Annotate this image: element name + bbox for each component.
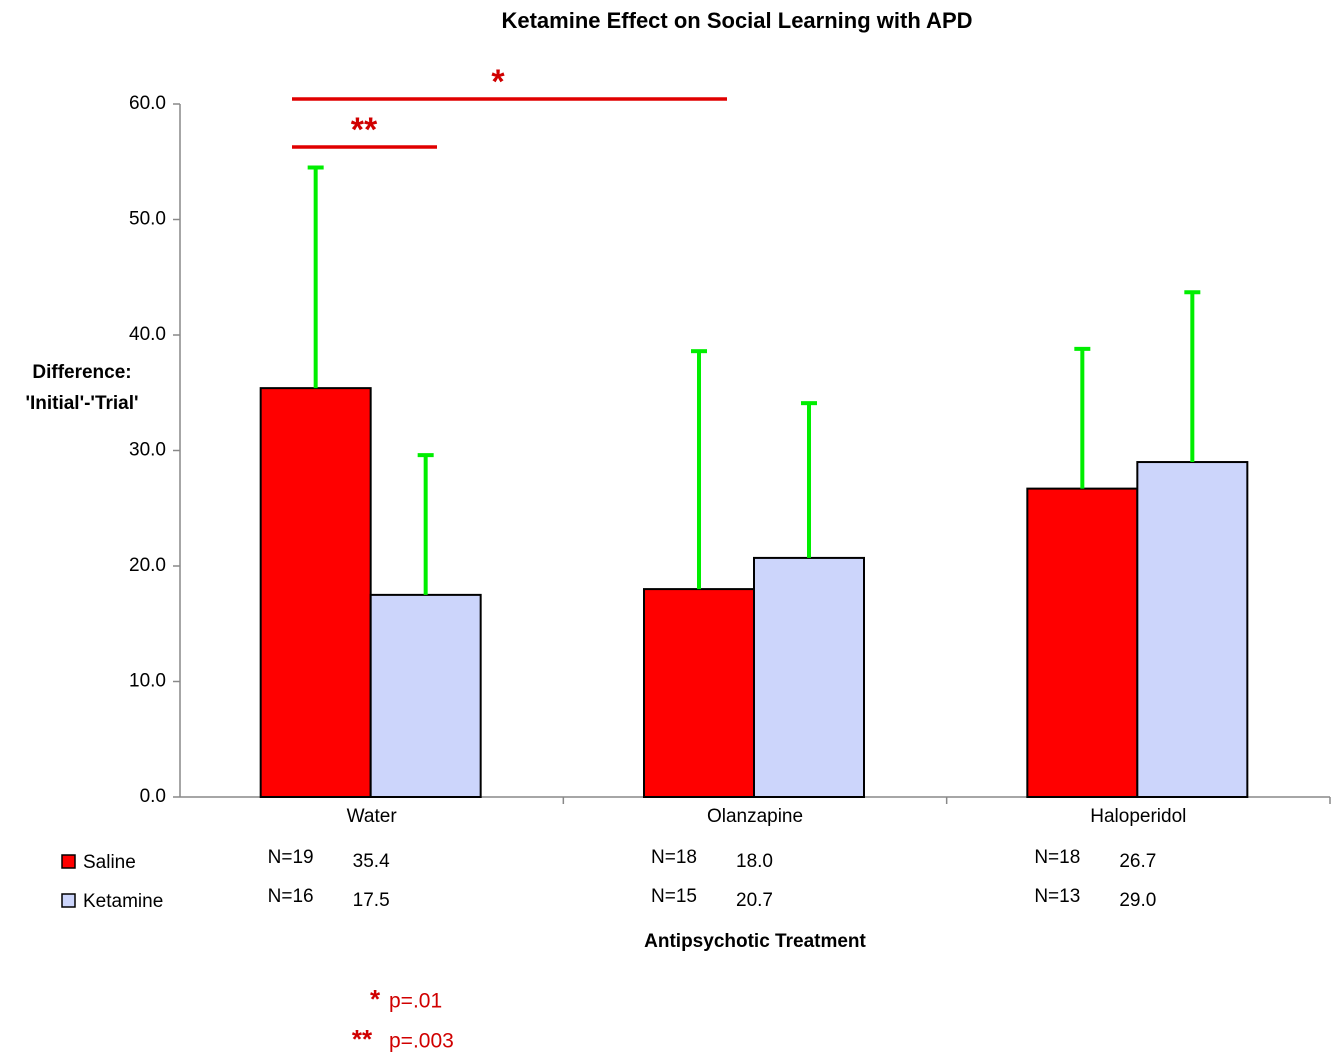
y-axis-label: 'Initial'-'Trial' [25,393,138,414]
legend-label: Ketamine [83,891,163,912]
y-tick-label: 30.0 [129,440,166,461]
bar [643,588,755,798]
bar [259,387,372,798]
bar [1136,461,1249,798]
bar [1026,487,1139,798]
chart-title: Ketamine Effect on Social Learning with … [501,8,972,33]
x-tick-label: Olanzapine [707,806,803,827]
n-label: N=16 [268,886,314,907]
legend-label: Saline [83,852,136,873]
y-tick-label: 50.0 [129,209,166,230]
bar [369,593,482,798]
value-label: 35.4 [353,851,390,872]
legend-swatch [61,854,76,869]
significance-stars: ** [351,111,378,149]
value-label: 17.5 [353,890,390,911]
n-label: N=13 [1034,886,1080,907]
x-axis-label: Antipsychotic Treatment [644,931,866,952]
bar [753,556,865,798]
x-tick-label: Haloperidol [1090,806,1186,827]
y-tick-label: 60.0 [129,93,166,114]
y-tick-label: 0.0 [140,786,166,807]
n-label: N=19 [268,847,314,868]
value-label: 18.0 [736,851,773,872]
footnote-stars: ** [352,1024,373,1054]
footnote-text: p=.003 [389,1030,454,1053]
x-tick-label: Water [347,806,398,827]
y-tick-label: 40.0 [129,324,166,345]
y-tick-label: 20.0 [129,555,166,576]
n-label: N=18 [651,847,697,868]
y-axis-label: Difference: [32,362,131,383]
significance-stars: * [491,63,505,101]
n-label: N=18 [1034,847,1080,868]
value-label: 29.0 [1119,890,1156,911]
footnote-stars: * [370,984,381,1014]
n-label: N=15 [651,886,697,907]
footnote-text: p=.01 [389,990,442,1013]
value-label: 26.7 [1119,851,1156,872]
value-label: 20.7 [736,890,773,911]
legend-swatch [61,893,76,908]
y-tick-label: 10.0 [129,671,166,692]
